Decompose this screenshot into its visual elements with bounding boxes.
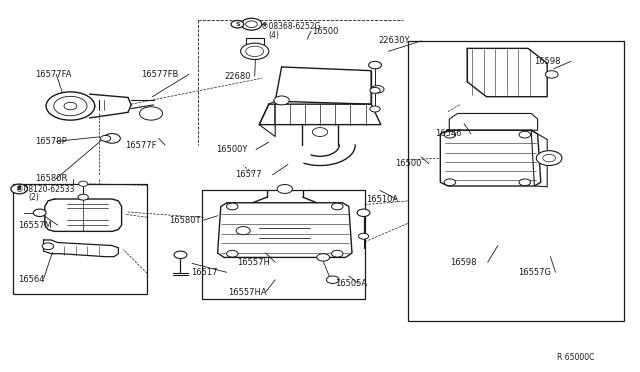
Bar: [202, 190, 365, 299]
Circle shape: [519, 179, 531, 186]
Text: 16577F: 16577F: [125, 141, 157, 150]
Circle shape: [536, 151, 562, 166]
Text: B: B: [17, 186, 22, 192]
Text: (4): (4): [269, 31, 280, 40]
Text: S: S: [235, 22, 240, 27]
Circle shape: [140, 107, 163, 120]
Text: 16557M: 16557M: [18, 221, 52, 230]
Circle shape: [33, 209, 46, 217]
Text: 16500: 16500: [312, 27, 339, 36]
Bar: [13, 184, 147, 294]
Circle shape: [444, 131, 456, 138]
Circle shape: [519, 131, 531, 138]
Circle shape: [545, 71, 558, 78]
Text: 16580T: 16580T: [169, 216, 200, 225]
Text: 16577FB: 16577FB: [141, 70, 178, 79]
Circle shape: [227, 203, 238, 210]
Circle shape: [11, 184, 28, 194]
Circle shape: [227, 250, 238, 257]
Text: 22680: 22680: [224, 72, 250, 81]
Text: 16500Y: 16500Y: [216, 145, 248, 154]
Circle shape: [174, 251, 187, 259]
Circle shape: [357, 209, 370, 217]
Circle shape: [79, 181, 88, 186]
Circle shape: [370, 87, 380, 93]
Circle shape: [277, 185, 292, 193]
Circle shape: [241, 18, 262, 30]
Text: (2): (2): [29, 193, 40, 202]
Circle shape: [317, 254, 330, 261]
Circle shape: [332, 203, 343, 210]
Circle shape: [100, 135, 111, 141]
Text: 16557G: 16557G: [518, 268, 552, 277]
Text: 16564: 16564: [18, 275, 44, 283]
Text: ®08368-6252G: ®08368-6252G: [261, 22, 321, 31]
Text: 16578P: 16578P: [35, 137, 67, 146]
Circle shape: [78, 194, 88, 200]
Text: 16546: 16546: [435, 129, 461, 138]
Text: 16580R: 16580R: [35, 174, 68, 183]
Circle shape: [444, 179, 456, 186]
Text: 16517: 16517: [191, 268, 217, 277]
Text: 16577FA: 16577FA: [35, 70, 72, 79]
Circle shape: [236, 227, 250, 235]
Text: 16577: 16577: [236, 170, 262, 179]
Circle shape: [46, 92, 95, 120]
Text: 16598: 16598: [451, 258, 477, 267]
Circle shape: [369, 61, 381, 69]
Text: 16557HA: 16557HA: [228, 288, 267, 296]
Circle shape: [231, 20, 244, 28]
Text: ®08120-62533: ®08120-62533: [16, 185, 74, 194]
Circle shape: [274, 96, 289, 105]
Circle shape: [370, 106, 380, 112]
Circle shape: [371, 86, 384, 93]
Circle shape: [54, 96, 87, 116]
Text: 16500: 16500: [396, 159, 422, 168]
Text: 16510A: 16510A: [366, 195, 398, 203]
Bar: [408, 41, 624, 321]
Circle shape: [104, 134, 120, 143]
Circle shape: [326, 276, 339, 283]
Circle shape: [42, 243, 54, 250]
Text: 16598: 16598: [534, 57, 560, 66]
Text: 16557H: 16557H: [237, 258, 269, 267]
Circle shape: [332, 250, 343, 257]
Text: 16505A: 16505A: [335, 279, 367, 288]
Circle shape: [241, 43, 269, 60]
Text: R 65000C: R 65000C: [557, 353, 594, 362]
Circle shape: [358, 233, 369, 239]
Text: 22630Y: 22630Y: [379, 36, 410, 45]
